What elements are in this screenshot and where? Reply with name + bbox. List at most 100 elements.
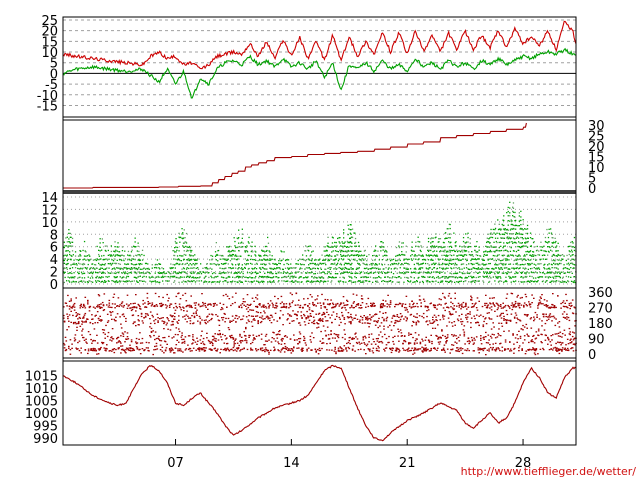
wind-point [311,268,313,270]
wind-point [465,241,468,243]
wind-point [568,264,570,266]
wind-point [404,267,406,269]
direction-point [264,344,266,346]
wind-point [228,255,230,257]
wind-point [305,272,308,274]
wind-point [108,258,110,260]
direction-point [254,319,256,321]
wind-point [423,276,425,278]
wind-point [418,268,420,270]
direction-point [298,322,301,324]
wind-point [510,228,512,230]
direction-point [68,300,71,302]
wind-point [514,220,516,222]
wind-point [435,271,437,274]
wind-point [431,268,433,270]
wind-point [507,271,509,273]
wind-point [175,276,177,279]
direction-point [330,299,332,301]
direction-point [135,337,138,340]
wind-point [141,263,143,265]
direction-point [275,334,278,336]
direction-point [155,337,158,340]
direction-point [280,339,283,341]
wind-point [211,276,213,279]
direction-point [287,349,289,352]
wind-point [68,238,70,240]
wind-point [190,259,192,261]
wind-point [78,276,80,279]
wind-point [83,272,86,274]
wind-point [98,271,100,274]
direction-point [121,314,124,316]
wind-point [279,263,281,265]
wind-point [490,251,492,253]
wind-point [562,276,564,278]
wind-point [433,246,435,249]
wind-point [117,271,119,273]
wind-point [563,267,565,269]
wind-point [410,276,413,278]
direction-point [77,322,80,324]
direction-point [160,317,163,319]
wind-point [230,272,232,274]
wind-point [448,260,450,262]
wind-point [111,263,113,265]
wind-point [374,249,376,251]
direction-point [177,322,179,324]
direction-point [163,336,166,339]
wind-point [570,280,573,282]
wind-point [386,258,389,261]
direction-point [317,349,319,351]
wind-point [524,245,526,247]
wind-point [438,238,440,240]
wind-point [315,276,317,279]
wind-point [438,259,440,261]
wind-point [471,281,473,283]
wind-point [238,246,240,248]
direction-point [238,344,240,347]
wind-point [414,281,416,283]
direction-point [169,314,172,316]
wind-point [290,280,293,283]
wind-point [249,281,251,283]
direction-point [135,294,137,296]
wind-point [325,268,327,270]
wind-point [237,263,239,265]
wind-point [192,271,194,273]
wind-point [454,264,456,266]
wind-point [543,245,545,247]
wind-point [100,267,102,269]
wind-point [495,246,497,248]
wind-point [418,258,420,260]
direction-point [329,303,331,305]
wind-point [174,275,176,277]
wind-point [369,268,372,270]
wind-point [237,255,239,257]
direction-point [375,320,378,323]
wind-point [433,267,436,269]
wind-point [306,280,308,282]
wind-point [503,254,506,256]
wind-point [454,281,456,283]
wind-point [133,245,135,247]
wind-point [527,280,529,282]
wind-point [343,229,345,231]
wind-point [504,245,506,247]
wind-point [270,272,273,274]
wind-point [356,260,358,262]
wind-point [445,268,447,270]
direction-point [331,314,333,316]
wind-point [197,272,200,274]
wind-point [346,246,348,248]
direction-point [305,317,307,319]
wind-point [69,281,71,283]
y-tick-label: 0 [50,278,58,293]
wind-point [521,233,523,236]
direction-point [264,335,267,337]
direction-point [289,292,292,294]
wind-point [471,254,474,256]
wind-point [78,259,80,261]
direction-point [95,350,97,352]
wind-point [318,276,320,278]
